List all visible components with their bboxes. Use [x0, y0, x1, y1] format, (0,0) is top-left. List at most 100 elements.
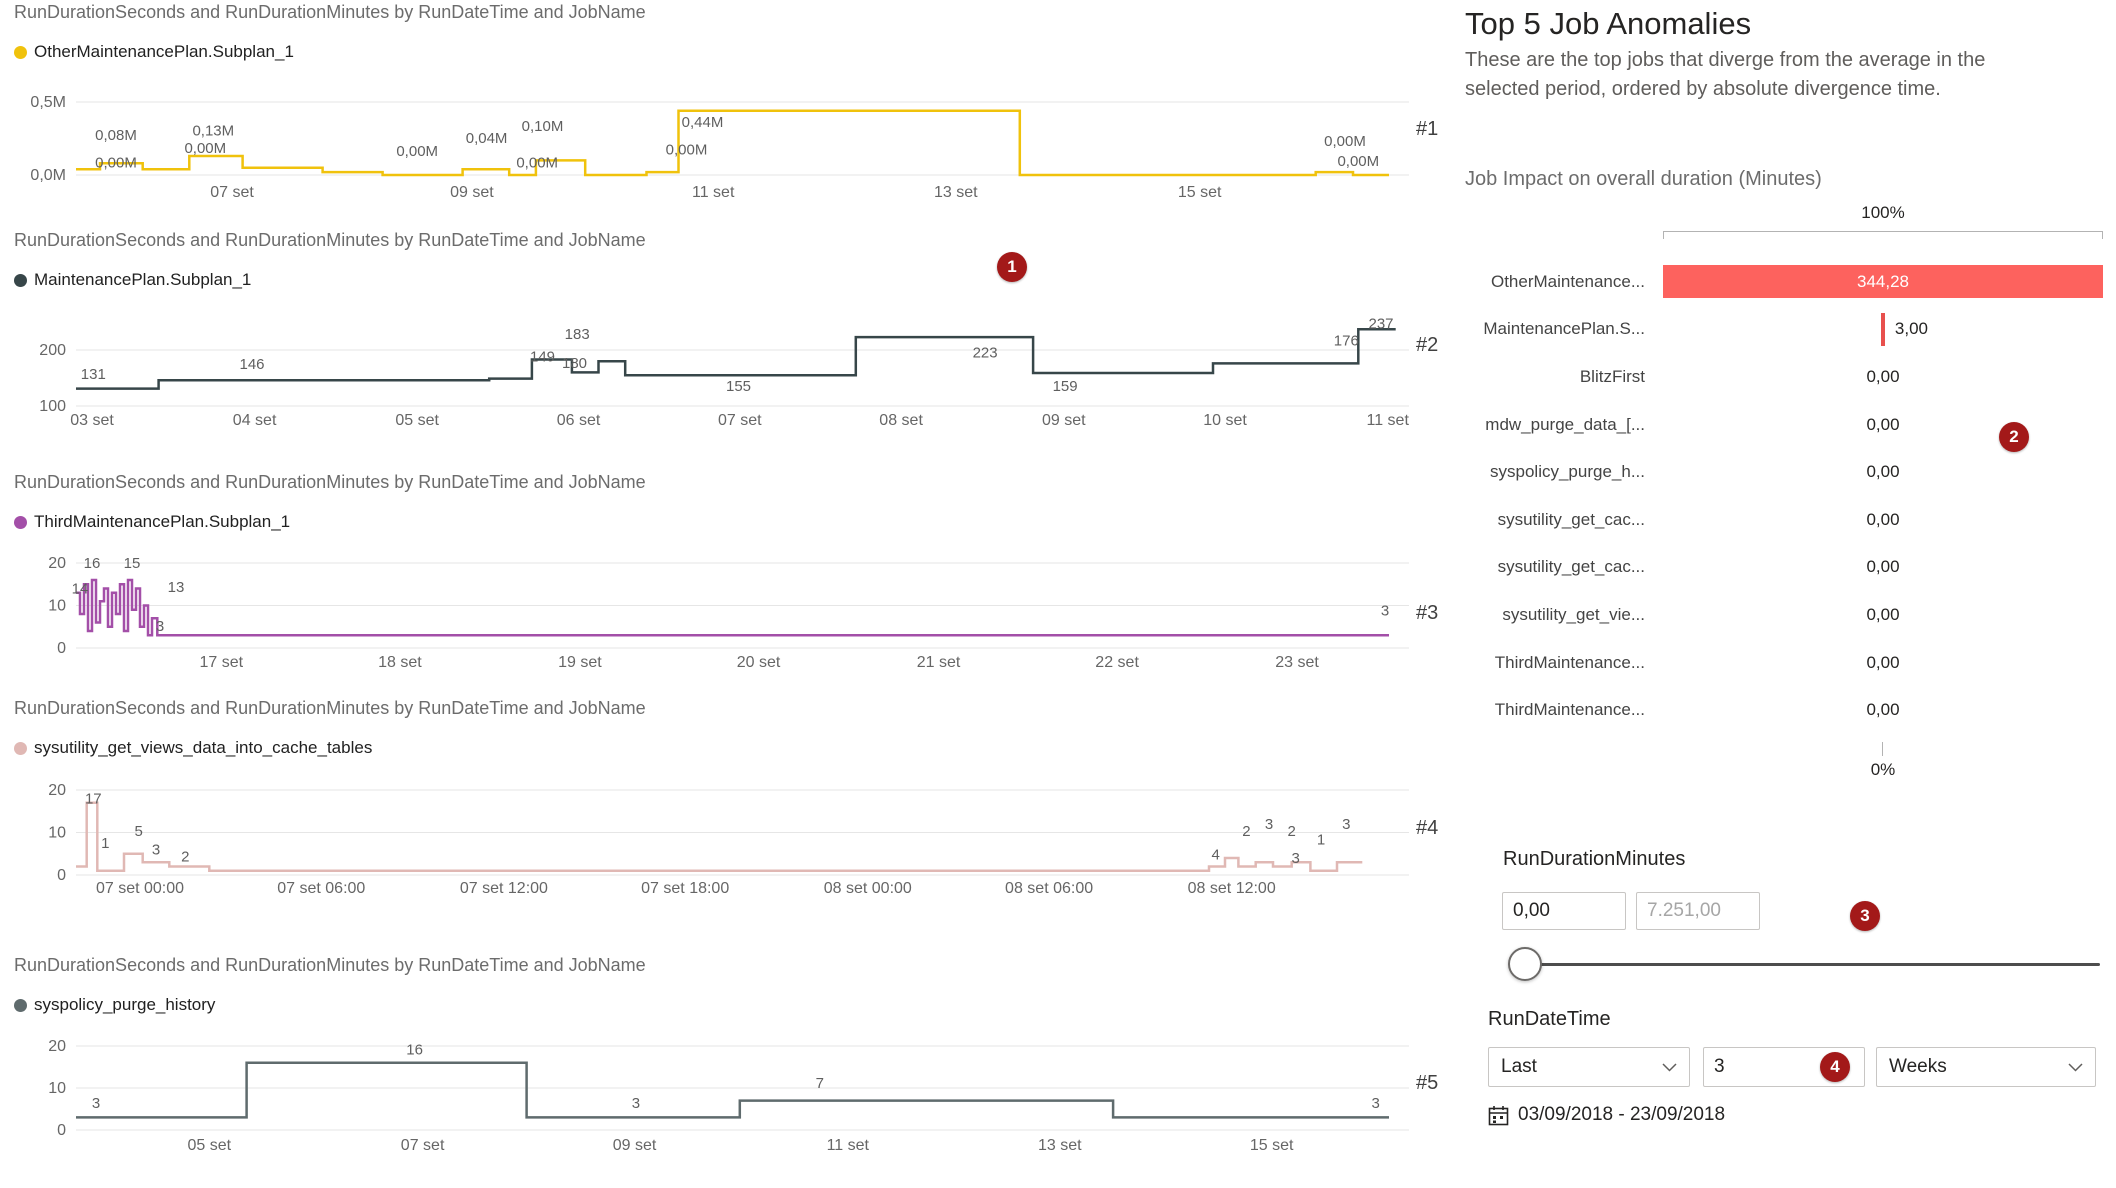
- datetime-mode-value: Last: [1501, 1056, 1537, 1077]
- svg-text:23 set: 23 set: [1275, 654, 1319, 671]
- chart-block-1: RunDurationSeconds and RunDurationMinute…: [14, 0, 1474, 232]
- step-line-chart: 0,5M 0,0M 07 set 09 set 11 set 13 set 15 set 0,…: [30, 94, 1409, 201]
- funnel-row[interactable]: sysutility_get_cac... 0,00: [1465, 496, 2116, 544]
- funnel-bar-area[interactable]: 344,28: [1663, 258, 2103, 306]
- chart-title: RunDurationSeconds and RunDurationMinute…: [14, 698, 646, 718]
- duration-max-input[interactable]: [1636, 892, 1760, 930]
- funnel-bar-value: 0,00: [1866, 652, 1900, 672]
- svg-text:17: 17: [85, 791, 102, 808]
- chart-title: RunDurationSeconds and RunDurationMinute…: [14, 955, 646, 975]
- chart-legend[interactable]: ThirdMaintenancePlan.Subplan_1: [14, 512, 290, 532]
- duration-min-input[interactable]: [1502, 892, 1626, 930]
- funnel-row[interactable]: ThirdMaintenance... 0,00: [1465, 639, 2116, 687]
- svg-text:20 set: 20 set: [737, 654, 781, 671]
- page-title: Top 5 Job Anomalies: [1465, 6, 1752, 41]
- legend-label: ThirdMaintenancePlan.Subplan_1: [34, 512, 291, 531]
- funnel-row[interactable]: sysutility_get_vie... 0,00: [1465, 591, 2116, 639]
- chart-legend[interactable]: syspolicy_purge_history: [14, 995, 215, 1015]
- funnel-bar-area[interactable]: 3,00: [1663, 306, 2103, 354]
- svg-text:05 set: 05 set: [395, 412, 439, 429]
- funnel-row-label: sysutility_get_cac...: [1497, 557, 1645, 577]
- svg-text:07 set 12:00: 07 set 12:00: [460, 880, 548, 897]
- funnel-row[interactable]: BlitzFirst 0,00: [1465, 353, 2116, 401]
- chart-legend[interactable]: sysutility_get_views_data_into_cache_tab…: [14, 738, 372, 758]
- datetime-mode-dropdown[interactable]: Last: [1488, 1047, 1690, 1087]
- svg-text:237: 237: [1368, 316, 1393, 333]
- funnel-bar-value: 0,00: [1866, 557, 1900, 577]
- funnel-row[interactable]: mdw_purge_data_[... 0,00: [1465, 401, 2116, 449]
- chart-block-2: RunDurationSeconds and RunDurationMinute…: [14, 228, 1474, 460]
- funnel-bar-value: 0,00: [1866, 700, 1900, 720]
- chart-index-marker: #4: [1416, 817, 1439, 839]
- calendar-icon: [1488, 1105, 1509, 1125]
- svg-text:08 set 00:00: 08 set 00:00: [824, 880, 912, 897]
- svg-text:08 set: 08 set: [879, 412, 923, 429]
- chart-legend[interactable]: OtherMaintenancePlan.Subplan_1: [14, 42, 294, 62]
- svg-text:3: 3: [1381, 603, 1389, 620]
- funnel-bar-area[interactable]: 0,00: [1663, 686, 2103, 734]
- funnel-row[interactable]: syspolicy_purge_h... 0,00: [1465, 448, 2116, 496]
- funnel-row[interactable]: OtherMaintenance... 344,28: [1465, 258, 2116, 306]
- svg-text:0,00M: 0,00M: [1337, 153, 1379, 170]
- legend-label: syspolicy_purge_history: [34, 995, 216, 1014]
- funnel-bar-area[interactable]: 0,00: [1663, 639, 2103, 687]
- funnel-bar-area[interactable]: 0,00: [1663, 401, 2103, 449]
- funnel-bar-area[interactable]: 0,00: [1663, 544, 2103, 592]
- step-line-chart: 20 10 0 05 set 07 set 09 set 11 set 13 set 15 se…: [48, 1038, 1409, 1154]
- svg-text:17 set: 17 set: [200, 654, 244, 671]
- funnel-bar-value: 0,00: [1866, 509, 1900, 529]
- svg-text:0: 0: [57, 867, 66, 884]
- svg-text:0,00M: 0,00M: [396, 143, 438, 160]
- datetime-unit-dropdown[interactable]: Weeks: [1876, 1047, 2096, 1087]
- svg-text:07 set 00:00: 07 set 00:00: [96, 880, 184, 897]
- svg-text:0,10M: 0,10M: [522, 118, 564, 135]
- annotation-badge-3: 3: [1850, 901, 1880, 931]
- svg-text:5: 5: [135, 823, 143, 840]
- funnel-row[interactable]: MaintenancePlan.S... 3,00: [1465, 306, 2116, 354]
- svg-text:07 set: 07 set: [210, 184, 254, 201]
- funnel-bar[interactable]: [1881, 312, 1885, 346]
- slider-handle[interactable]: [1508, 947, 1542, 981]
- svg-text:0: 0: [57, 1122, 66, 1139]
- date-range-row: 03/09/2018 - 23/09/2018: [1488, 1104, 1725, 1126]
- svg-text:149: 149: [530, 349, 555, 366]
- chart-index-marker: #1: [1416, 118, 1439, 140]
- svg-text:11 set: 11 set: [1366, 412, 1409, 429]
- chevron-down-icon: [2068, 1062, 2083, 1072]
- chart-title: RunDurationSeconds and RunDurationMinute…: [14, 472, 646, 492]
- svg-text:200: 200: [39, 342, 66, 359]
- svg-text:19 set: 19 set: [558, 654, 602, 671]
- chart-legend[interactable]: MaintenancePlan.Subplan_1: [14, 270, 251, 290]
- chart-block-3: RunDurationSeconds and RunDurationMinute…: [14, 470, 1474, 702]
- funnel-row[interactable]: ThirdMaintenance... 0,00: [1465, 686, 2116, 734]
- chart-index-marker: #3: [1416, 602, 1439, 624]
- svg-text:13: 13: [168, 579, 185, 596]
- funnel-row-label: ThirdMaintenance...: [1494, 652, 1645, 672]
- slider-track[interactable]: [1525, 963, 2100, 966]
- datetime-unit-value: Weeks: [1889, 1056, 1947, 1077]
- funnel-row[interactable]: sysutility_get_cac... 0,00: [1465, 544, 2116, 592]
- legend-label: sysutility_get_views_data_into_cache_tab…: [34, 738, 373, 757]
- svg-text:159: 159: [1053, 378, 1078, 395]
- svg-text:4: 4: [1212, 847, 1220, 864]
- svg-text:07 set: 07 set: [718, 412, 762, 429]
- svg-text:04 set: 04 set: [233, 412, 277, 429]
- svg-text:08 set 06:00: 08 set 06:00: [1005, 880, 1093, 897]
- svg-text:10: 10: [48, 1080, 66, 1097]
- funnel-bar-area[interactable]: 0,00: [1663, 591, 2103, 639]
- funnel-row-label: syspolicy_purge_h...: [1490, 462, 1645, 482]
- funnel-bar-area[interactable]: 0,00: [1663, 353, 2103, 401]
- funnel-bar[interactable]: 344,28: [1663, 265, 2103, 298]
- funnel-bar-area[interactable]: 0,00: [1663, 496, 2103, 544]
- svg-text:08 set 12:00: 08 set 12:00: [1188, 880, 1276, 897]
- svg-text:3: 3: [1372, 1095, 1380, 1112]
- svg-text:09 set: 09 set: [1042, 412, 1086, 429]
- step-line-chart: 20 10 0 07 set 00:00 07 set 06:00 07 set 12:0…: [48, 782, 1409, 897]
- svg-text:11 set: 11 set: [827, 1137, 870, 1154]
- funnel-bar-area[interactable]: 0,00: [1663, 448, 2103, 496]
- duration-slider[interactable]: [1508, 944, 2108, 984]
- svg-text:13 set: 13 set: [1038, 1137, 1082, 1154]
- funnel-chart-title: Job Impact on overall duration (Minutes): [1465, 168, 1822, 190]
- svg-text:1: 1: [1317, 831, 1325, 848]
